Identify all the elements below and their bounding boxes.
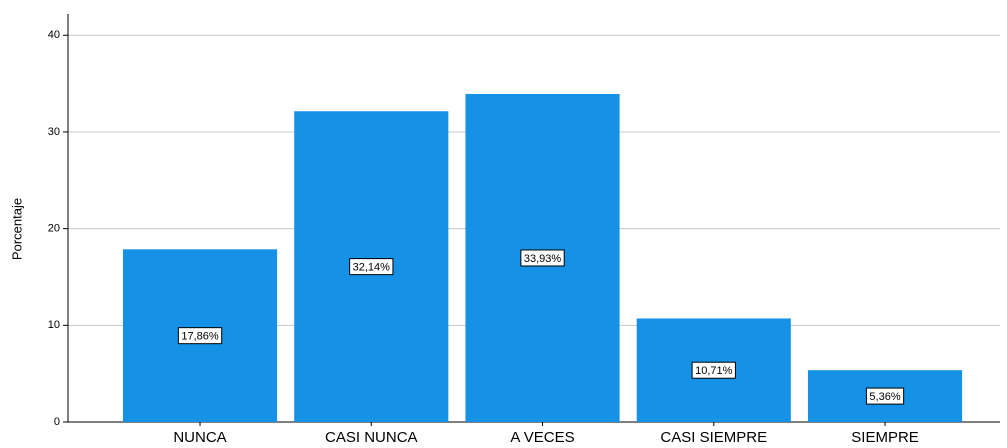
x-tick-label: CASI SIEMPRE	[660, 429, 767, 446]
y-tick-label: 40	[48, 29, 60, 41]
x-tick-label: A VECES	[510, 429, 574, 446]
value-label: 5,36%	[869, 391, 900, 403]
value-label-box	[349, 258, 394, 276]
value-label-box	[177, 327, 223, 345]
value-label-box	[865, 387, 905, 405]
value-label: 33,93%	[524, 253, 562, 265]
value-label: 32,14%	[353, 262, 391, 274]
y-tick-label: 0	[54, 416, 60, 428]
value-label-box	[691, 361, 736, 379]
y-tick-label: 10	[48, 319, 60, 331]
value-label: 10,71%	[695, 365, 733, 377]
y-tick-label: 20	[48, 223, 60, 235]
value-label-box	[520, 249, 565, 267]
x-tick-label: NUNCA	[173, 429, 226, 446]
y-tick-label: 30	[48, 126, 60, 138]
x-tick-label: CASI NUNCA	[325, 429, 418, 446]
value-label: 17,86%	[181, 331, 219, 343]
x-tick-label: SIEMPRE	[851, 429, 919, 446]
y-axis-label: Porcentaje	[9, 198, 24, 260]
